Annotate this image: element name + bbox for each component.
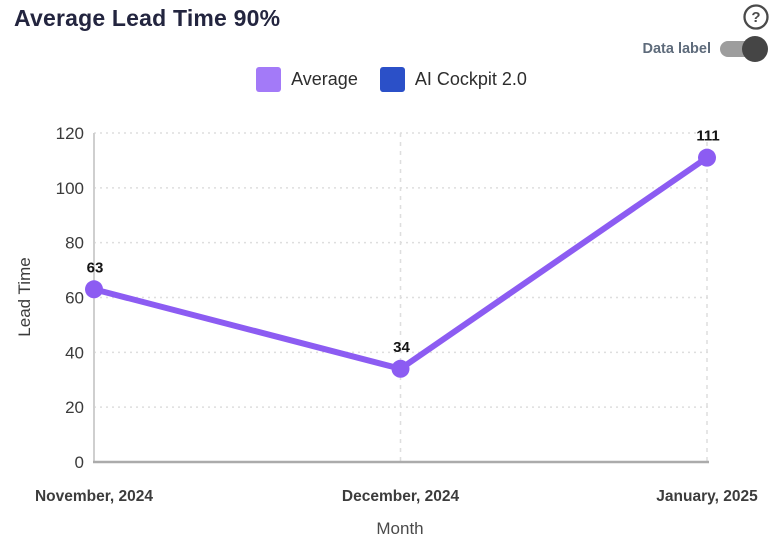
legend-swatch-ai-cockpit	[379, 67, 405, 92]
legend-item-average[interactable]: Average	[256, 67, 358, 92]
y-tick-label: 0	[75, 453, 84, 472]
data-label-control: Data label	[642, 36, 768, 62]
legend-item-ai-cockpit[interactable]: AI Cockpit 2.0	[379, 67, 527, 92]
data-point[interactable]	[391, 359, 410, 378]
page-title: Average Lead Time 90%	[14, 5, 281, 31]
y-tick-label: 60	[65, 289, 84, 308]
legend-label: Average	[291, 69, 358, 89]
x-axis-title: Month	[376, 519, 424, 538]
data-label-text: Data label	[642, 41, 712, 57]
x-category-label: December, 2024	[342, 488, 460, 505]
y-axis-title: Lead Time	[15, 257, 34, 337]
data-point-label: 63	[87, 259, 104, 276]
x-category-label: January, 2025	[656, 488, 758, 505]
data-point-label: 34	[393, 339, 410, 356]
line-chart-canvas: 0 20 40 60 80 100 120 November, 2024 December, 2…	[35, 124, 758, 505]
toggle-knob	[742, 36, 768, 62]
y-tick-label: 40	[65, 343, 84, 362]
legend-label: AI Cockpit 2.0	[414, 69, 527, 89]
y-tick-label: 80	[65, 234, 84, 253]
y-tick-label: 120	[56, 124, 84, 143]
help-icon[interactable]: ?	[742, 3, 770, 31]
data-point[interactable]	[698, 148, 716, 167]
chart-legend: Average AI Cockpit 2.0	[0, 67, 783, 92]
data-point[interactable]	[85, 280, 103, 299]
y-tick-label: 100	[56, 179, 84, 198]
y-tick-label: 20	[65, 398, 84, 417]
x-category-label: November, 2024	[35, 488, 153, 505]
svg-text:?: ?	[751, 9, 760, 26]
data-point-label: 111	[696, 128, 719, 145]
data-label-toggle[interactable]	[720, 36, 768, 62]
legend-swatch-average	[256, 67, 282, 92]
